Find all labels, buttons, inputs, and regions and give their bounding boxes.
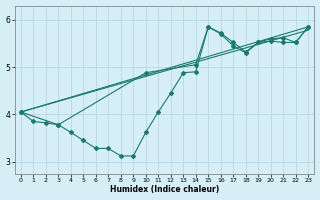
X-axis label: Humidex (Indice chaleur): Humidex (Indice chaleur) [110, 185, 219, 194]
